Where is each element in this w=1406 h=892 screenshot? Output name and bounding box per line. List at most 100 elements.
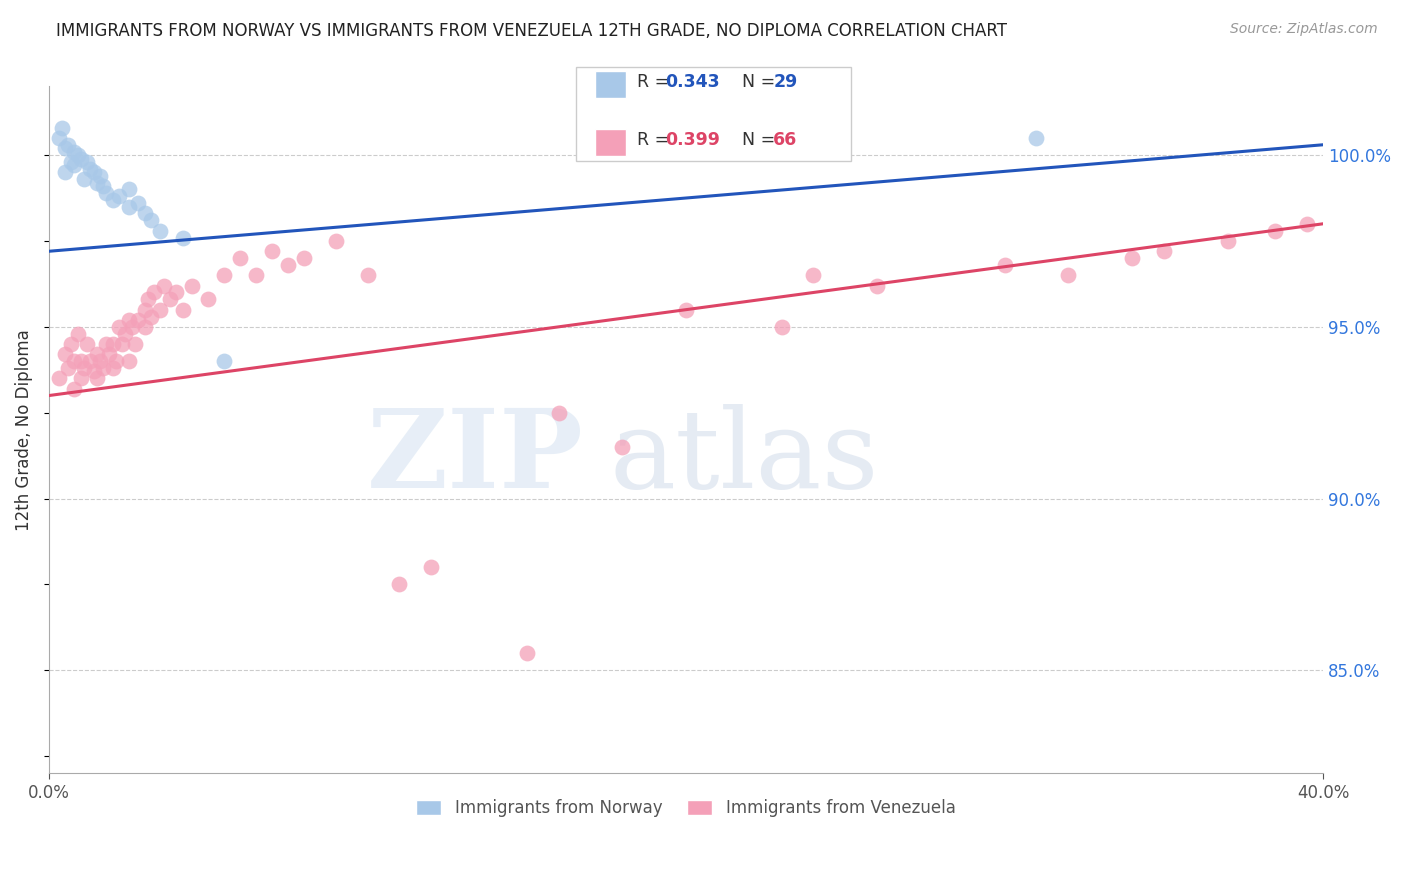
Point — [86, 176, 108, 190]
Point — [277, 258, 299, 272]
Point — [60, 337, 83, 351]
Point — [69, 354, 91, 368]
Point — [388, 577, 411, 591]
Point — [53, 141, 76, 155]
Text: N =: N = — [731, 131, 780, 149]
Point — [165, 285, 187, 300]
Point — [134, 319, 156, 334]
Point — [770, 319, 793, 334]
Point — [1153, 244, 1175, 259]
Point — [121, 319, 143, 334]
Point — [139, 213, 162, 227]
Point — [111, 337, 134, 351]
Point — [866, 278, 889, 293]
Point — [69, 152, 91, 166]
Text: IMMIGRANTS FROM NORWAY VS IMMIGRANTS FROM VENEZUELA 12TH GRADE, NO DIPLOMA CORRE: IMMIGRANTS FROM NORWAY VS IMMIGRANTS FRO… — [56, 22, 1007, 40]
Point — [675, 302, 697, 317]
Point — [101, 337, 124, 351]
Point — [91, 361, 114, 376]
Point — [1296, 217, 1319, 231]
Point — [53, 347, 76, 361]
Point — [1216, 234, 1239, 248]
Point — [66, 326, 89, 341]
Point — [1057, 268, 1080, 283]
Point — [127, 196, 149, 211]
Legend: Immigrants from Norway, Immigrants from Venezuela: Immigrants from Norway, Immigrants from … — [409, 792, 962, 823]
Point — [117, 313, 139, 327]
Point — [1025, 131, 1047, 145]
Point — [260, 244, 283, 259]
Point — [76, 337, 98, 351]
Y-axis label: 12th Grade, No Diploma: 12th Grade, No Diploma — [15, 329, 32, 531]
Point — [101, 193, 124, 207]
Point — [48, 131, 70, 145]
Point — [612, 440, 634, 454]
Point — [149, 224, 172, 238]
Point — [66, 148, 89, 162]
Text: ZIP: ZIP — [367, 404, 583, 511]
Point — [212, 268, 235, 283]
Point — [134, 206, 156, 220]
Point — [245, 268, 267, 283]
Text: Source: ZipAtlas.com: Source: ZipAtlas.com — [1230, 22, 1378, 37]
Point — [63, 158, 86, 172]
Point — [117, 182, 139, 196]
Point — [83, 364, 105, 378]
Text: 0.343: 0.343 — [665, 73, 720, 91]
Point — [994, 258, 1017, 272]
Point — [143, 285, 166, 300]
Point — [56, 137, 79, 152]
Point — [149, 302, 172, 317]
Point — [159, 293, 181, 307]
Point — [56, 361, 79, 376]
Point — [229, 251, 252, 265]
Point — [73, 361, 96, 376]
Point — [83, 165, 105, 179]
Point — [104, 354, 127, 368]
Point — [139, 310, 162, 324]
Point — [152, 278, 174, 293]
Point — [420, 560, 443, 574]
Point — [117, 354, 139, 368]
Point — [98, 347, 121, 361]
Point — [181, 278, 204, 293]
Point — [292, 251, 315, 265]
Point — [96, 186, 118, 200]
Point — [1121, 251, 1143, 265]
Point — [48, 371, 70, 385]
Point — [51, 120, 73, 135]
Point — [108, 189, 131, 203]
Point — [136, 293, 159, 307]
Point — [172, 230, 194, 244]
Text: N =: N = — [731, 73, 780, 91]
Point — [325, 234, 347, 248]
Text: 29: 29 — [773, 73, 797, 91]
Point — [89, 354, 111, 368]
Point — [172, 302, 194, 317]
Point — [91, 179, 114, 194]
Point — [53, 165, 76, 179]
Point — [547, 406, 569, 420]
Text: R =: R = — [637, 131, 675, 149]
Text: R =: R = — [637, 73, 675, 91]
Point — [96, 337, 118, 351]
Point — [124, 337, 146, 351]
Point — [89, 169, 111, 183]
Point — [516, 646, 538, 660]
Point — [63, 354, 86, 368]
Text: 0.399: 0.399 — [665, 131, 720, 149]
Point — [79, 161, 101, 176]
Point — [86, 371, 108, 385]
Point — [212, 354, 235, 368]
Point — [101, 361, 124, 376]
Point — [114, 326, 136, 341]
Point — [79, 354, 101, 368]
Point — [73, 172, 96, 186]
Text: atlas: atlas — [610, 404, 879, 511]
Point — [356, 268, 378, 283]
Point — [76, 155, 98, 169]
Point — [60, 155, 83, 169]
Point — [69, 371, 91, 385]
Point — [63, 145, 86, 159]
Point — [127, 313, 149, 327]
